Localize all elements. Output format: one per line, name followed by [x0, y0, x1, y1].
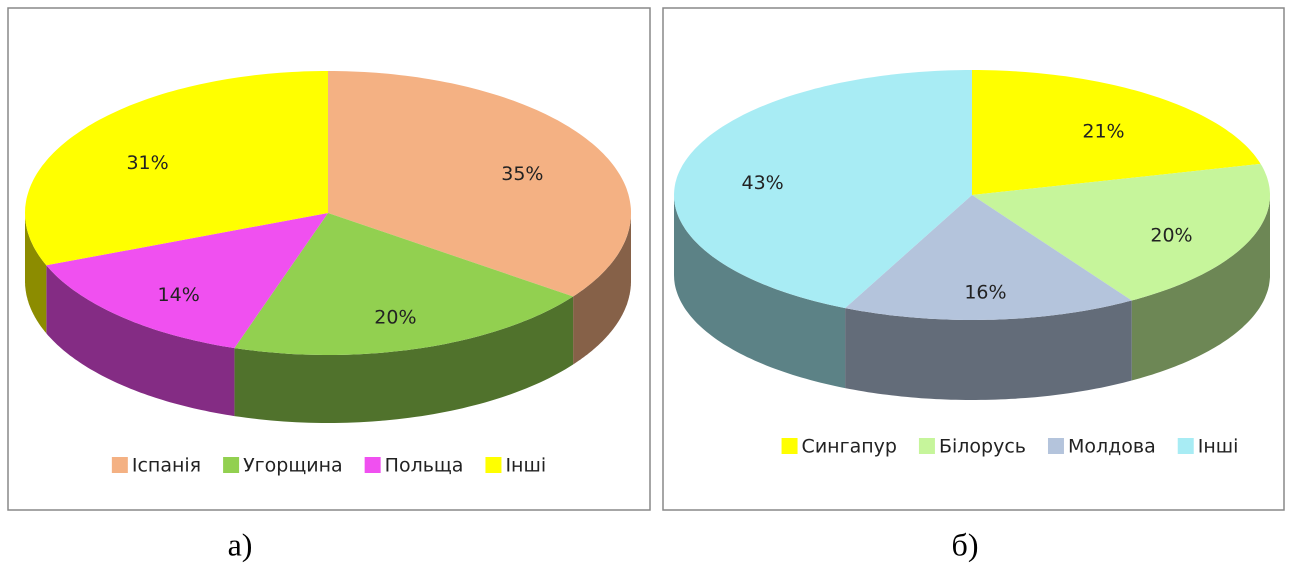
slice	[845, 195, 1132, 320]
legend-swatch	[918, 438, 935, 454]
legend-swatch	[485, 457, 502, 473]
caption: а)	[228, 526, 253, 562]
slice	[46, 213, 329, 349]
legend-label: Білорусь	[939, 436, 1026, 458]
slice-side	[573, 213, 631, 365]
slice	[234, 213, 574, 355]
legend-swatch	[364, 457, 381, 473]
slice-side	[234, 296, 574, 423]
slice-side	[845, 300, 1132, 400]
data-label: 20%	[1150, 225, 1192, 247]
legend-swatch	[111, 457, 128, 473]
data-label: 35%	[501, 163, 543, 185]
legend-swatch	[223, 457, 240, 473]
slice-side	[1131, 195, 1270, 381]
legend-swatch	[781, 438, 798, 454]
data-label: 14%	[158, 284, 200, 306]
slice	[674, 70, 972, 309]
data-label: 43%	[741, 172, 783, 194]
chart-frame	[7, 7, 651, 511]
slice-side	[46, 265, 235, 417]
legend-label: Угорщина	[243, 455, 343, 477]
slice	[972, 70, 1261, 195]
legend-swatch	[1047, 438, 1064, 454]
chart-frame	[662, 7, 1285, 511]
legend-label: Інші	[505, 455, 546, 477]
slice-side	[674, 195, 846, 389]
data-label: 31%	[126, 152, 168, 174]
legend-label: Сингапур	[802, 436, 897, 458]
data-label: 21%	[1082, 120, 1124, 142]
slice	[972, 163, 1270, 301]
slice-side	[25, 213, 47, 334]
slice	[25, 71, 328, 266]
legend-label: Молдова	[1068, 436, 1156, 458]
slice	[328, 71, 631, 297]
caption: б)	[952, 526, 979, 562]
legend-label: Інші	[1198, 436, 1239, 458]
legend-label: Іспанія	[132, 455, 201, 477]
legend-label: Польща	[385, 455, 464, 477]
legend-swatch	[1177, 438, 1194, 454]
data-label: 16%	[964, 281, 1006, 303]
data-label: 20%	[374, 307, 416, 329]
